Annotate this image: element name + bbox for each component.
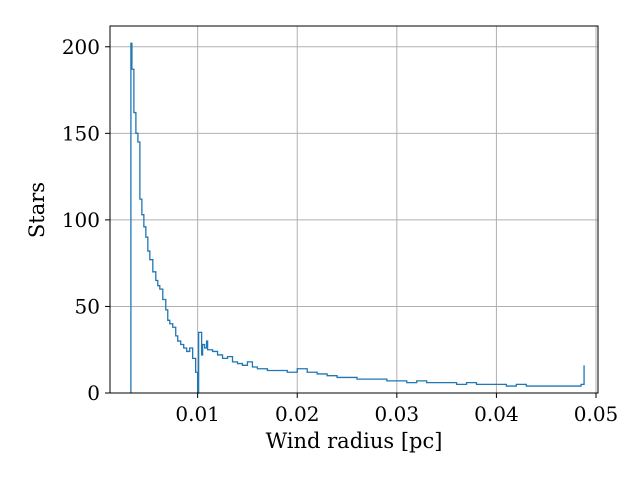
grid	[110, 26, 598, 394]
y-tick-label: 150	[62, 121, 100, 145]
y-tick-label: 0	[87, 381, 100, 405]
y-tick-label: 100	[62, 208, 100, 232]
x-axis-label: Wind radius [pc]	[266, 429, 443, 453]
series-line-0	[130, 42, 585, 394]
x-tick-label: 0.05	[574, 402, 619, 426]
x-tick-label: 0.02	[275, 402, 320, 426]
y-tick-label: 50	[75, 294, 100, 318]
series-layer	[130, 42, 585, 394]
ticks: 0.01 0.02 0.03 0.04 0.05 0 50 100 150 200	[62, 35, 618, 426]
x-tick-label: 0.01	[175, 402, 220, 426]
x-tick-label: 0.04	[474, 402, 519, 426]
plot-frame	[109, 25, 599, 394]
x-tick-label: 0.03	[375, 402, 420, 426]
y-tick-label: 200	[62, 35, 100, 59]
y-axis-label: Stars	[25, 182, 49, 238]
